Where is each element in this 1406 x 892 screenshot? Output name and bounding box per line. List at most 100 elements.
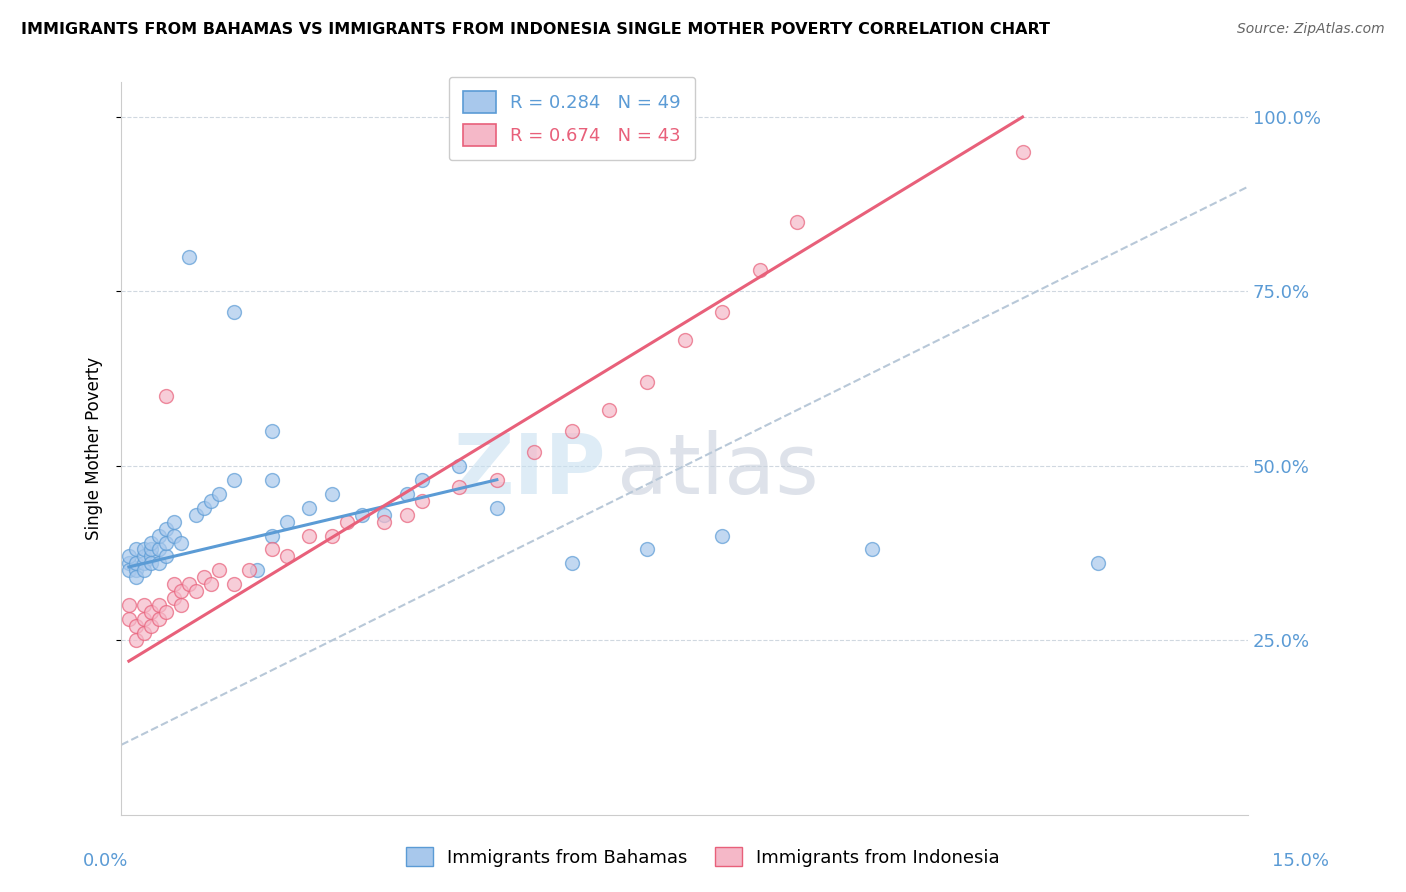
Point: [118, 563, 141, 577]
Point: [155, 389, 177, 403]
Legend: R = 0.284   N = 49, R = 0.674   N = 43: R = 0.284 N = 49, R = 0.674 N = 43: [449, 77, 695, 161]
Point: [321, 528, 343, 542]
Point: [373, 508, 395, 522]
Point: [208, 563, 231, 577]
Point: [125, 570, 148, 584]
Point: [125, 557, 148, 571]
Point: [1011, 145, 1033, 159]
Point: [132, 599, 155, 613]
Point: [238, 563, 260, 577]
Point: [1087, 557, 1109, 571]
Point: [155, 605, 177, 619]
Text: ZIP: ZIP: [453, 430, 606, 511]
Point: [141, 535, 163, 549]
Point: [155, 535, 177, 549]
Text: atlas: atlas: [617, 430, 818, 511]
Point: [163, 577, 186, 591]
Point: [163, 515, 186, 529]
Point: [860, 542, 883, 557]
Point: [395, 486, 418, 500]
Point: [141, 557, 163, 571]
Point: [336, 515, 359, 529]
Point: [132, 549, 155, 564]
Legend: Immigrants from Bahamas, Immigrants from Indonesia: Immigrants from Bahamas, Immigrants from…: [399, 840, 1007, 874]
Point: [485, 473, 508, 487]
Point: [132, 542, 155, 557]
Point: [245, 563, 267, 577]
Point: [125, 563, 148, 577]
Point: [148, 542, 170, 557]
Point: [561, 557, 583, 571]
Point: [118, 549, 141, 564]
Point: [125, 542, 148, 557]
Point: [321, 486, 343, 500]
Point: [260, 542, 283, 557]
Point: [350, 508, 373, 522]
Point: [411, 473, 433, 487]
Point: [193, 500, 215, 515]
Point: [118, 612, 141, 626]
Point: [673, 333, 696, 347]
Point: [485, 500, 508, 515]
Point: [193, 570, 215, 584]
Text: 15.0%: 15.0%: [1272, 852, 1329, 870]
Point: [125, 619, 148, 633]
Point: [276, 515, 298, 529]
Point: [118, 557, 141, 571]
Point: [125, 633, 148, 648]
Point: [200, 493, 222, 508]
Text: Source: ZipAtlas.com: Source: ZipAtlas.com: [1237, 22, 1385, 37]
Point: [636, 375, 658, 389]
Point: [711, 305, 734, 319]
Point: [222, 577, 245, 591]
Point: [748, 263, 770, 277]
Point: [155, 549, 177, 564]
Point: [598, 403, 620, 417]
Point: [636, 542, 658, 557]
Y-axis label: Single Mother Poverty: Single Mother Poverty: [86, 357, 103, 540]
Point: [141, 542, 163, 557]
Point: [449, 458, 471, 473]
Point: [222, 473, 245, 487]
Point: [141, 605, 163, 619]
Point: [411, 493, 433, 508]
Point: [200, 577, 222, 591]
Point: [132, 563, 155, 577]
Point: [155, 522, 177, 536]
Point: [373, 515, 395, 529]
Point: [170, 535, 193, 549]
Point: [298, 500, 321, 515]
Point: [141, 619, 163, 633]
Point: [148, 599, 170, 613]
Point: [395, 508, 418, 522]
Point: [449, 480, 471, 494]
Point: [163, 591, 186, 606]
Point: [177, 577, 200, 591]
Point: [186, 508, 208, 522]
Point: [523, 445, 546, 459]
Point: [186, 584, 208, 599]
Point: [148, 612, 170, 626]
Point: [222, 305, 245, 319]
Point: [260, 528, 283, 542]
Point: [786, 214, 808, 228]
Point: [260, 424, 283, 438]
Point: [163, 528, 186, 542]
Point: [177, 250, 200, 264]
Point: [170, 584, 193, 599]
Point: [208, 486, 231, 500]
Point: [561, 424, 583, 438]
Point: [148, 557, 170, 571]
Point: [141, 549, 163, 564]
Text: IMMIGRANTS FROM BAHAMAS VS IMMIGRANTS FROM INDONESIA SINGLE MOTHER POVERTY CORRE: IMMIGRANTS FROM BAHAMAS VS IMMIGRANTS FR…: [21, 22, 1050, 37]
Point: [260, 473, 283, 487]
Point: [170, 599, 193, 613]
Point: [148, 528, 170, 542]
Point: [132, 626, 155, 640]
Point: [118, 599, 141, 613]
Point: [132, 612, 155, 626]
Text: 0.0%: 0.0%: [83, 852, 128, 870]
Point: [298, 528, 321, 542]
Point: [711, 528, 734, 542]
Point: [276, 549, 298, 564]
